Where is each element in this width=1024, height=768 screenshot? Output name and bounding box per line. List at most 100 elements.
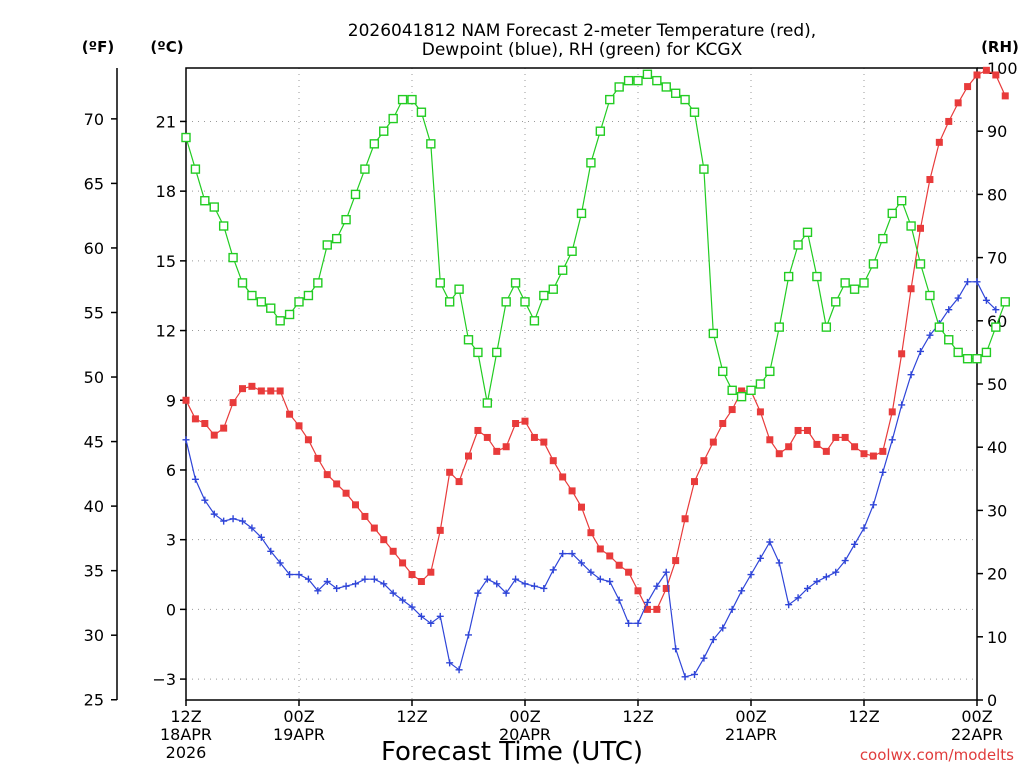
dewpoint-point [643,598,651,606]
dewpoint-point [370,575,378,583]
dewpoint-point [191,475,199,483]
rh-tick-label: 80 [987,185,1007,204]
temperature-point [691,478,698,486]
dewpoint-point [389,589,397,597]
temperature-point [954,99,962,107]
rh-point [247,290,257,301]
dewpoint-point [653,582,661,590]
rh-point [463,335,474,345]
dewpoint-point [352,580,359,588]
rh-point [407,94,417,105]
temperature-point [775,450,783,458]
dewpoint-point [879,468,887,476]
dewpoint-point [832,568,840,576]
dewpoint-point [427,619,435,627]
temperature-point [888,408,896,416]
temperature-point [229,399,237,407]
rh-point [774,322,784,332]
temperature-point [596,545,604,553]
rh-series [181,69,1010,408]
temperature-point [408,571,416,579]
temperature-point [709,438,717,446]
rh-point [397,94,408,105]
temperature-point [643,605,651,613]
temperature-point [512,420,520,427]
temperature-point [530,433,538,441]
dewpoint-point [540,584,548,592]
rh-point [727,385,737,396]
rh-point [379,126,389,136]
temperature-point [427,568,435,576]
dewpoint-point [804,584,811,592]
fahrenheit-tick-label: 55 [84,303,104,322]
dewpoint-point [182,436,190,444]
rh-point [548,284,558,294]
rh-point [266,303,276,313]
dewpoint-point [493,580,501,588]
rh-point [369,139,380,149]
rh-tick-label: 50 [987,375,1007,394]
temperature-point [898,350,906,358]
temperature-point [201,420,209,427]
rh-point [567,246,577,256]
temperature-point [869,452,877,460]
dewpoint-point [700,654,708,662]
x-tick-label: 19APR [273,725,325,744]
temperature-point [549,457,557,465]
rh-point [746,385,756,396]
fahrenheit-tick-label: 70 [84,110,104,129]
fahrenheit-unit-label: (ºF) [82,38,114,56]
dewpoint-point [304,575,312,583]
rh-point [623,75,634,86]
rh-point [614,82,624,92]
dewpoint-point [775,559,783,567]
temperature-point [465,452,472,460]
rh-point [821,322,832,332]
rh-point [454,284,464,294]
rh-point [812,271,822,282]
temperature-point [540,438,548,446]
temperature-line [185,69,1006,611]
fahrenheit-tick-label: 45 [84,433,104,452]
rh-point [962,354,973,364]
dewpoint-point [945,306,953,314]
dewpoint-point [662,568,670,576]
temperature-point [276,387,284,395]
celsius-tick-label: 12 [156,322,176,341]
dewpoint-point [785,601,793,609]
temperature-point [973,71,981,79]
temperature-point [314,454,322,462]
rh-point [586,158,596,168]
dewpoint-point [728,605,736,613]
rh-tick-label: 100 [987,59,1018,78]
temperature-point [785,443,793,451]
rh-tick-label: 70 [987,249,1007,268]
temperature-point [625,568,633,576]
temperature-point [568,487,576,495]
temperature-point [907,285,915,293]
dewpoint-point [436,612,444,620]
temperature-point [1001,92,1009,100]
rh-point [831,297,841,307]
dewpoint-point [578,559,585,567]
dewpoint-point [512,575,520,583]
temperature-point [738,387,746,395]
rh-point [313,278,323,288]
temperature-point [794,426,802,434]
dewpoint-point [992,306,1000,314]
temperature-point [615,561,623,569]
rh-point [200,196,210,206]
fahrenheit-tick-label: 25 [84,691,104,710]
celsius-tick-label: 9 [166,391,176,410]
dewpoint-point [917,347,924,355]
rh-point [256,297,267,307]
fahrenheit-tick-label: 40 [84,497,104,516]
temperature-point [653,605,661,613]
rh-point [426,139,436,149]
rh-point [868,259,879,269]
rh-point [218,221,229,231]
rh-point [510,278,521,288]
axes [116,67,978,701]
dewpoint-point [898,401,906,409]
